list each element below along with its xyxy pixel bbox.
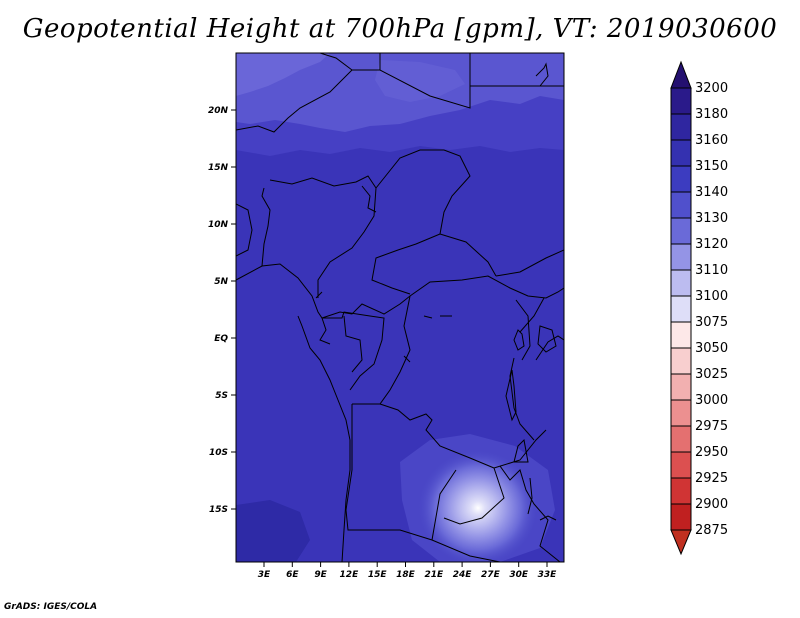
lat-label: 20N	[208, 106, 229, 116]
colorbar-label: 3075	[695, 315, 728, 330]
colorbar-segment	[670, 347, 692, 375]
colorbar-label: 3120	[695, 237, 728, 252]
lat-label: 15N	[208, 163, 229, 173]
colorbar-segment	[670, 191, 692, 219]
lon-label: 18E	[396, 570, 416, 580]
lon-label: 9E	[314, 570, 327, 580]
grads-credit: GrADS: IGES/COLA	[4, 602, 98, 612]
country-borders	[236, 53, 564, 562]
lat-label: EQ	[214, 334, 228, 344]
colorbar-segment	[670, 269, 692, 297]
colorbar-segment	[670, 425, 692, 453]
colorbar-label: 2950	[695, 445, 728, 460]
colorbar-label: 2900	[695, 497, 728, 512]
colorbar-segment	[670, 217, 692, 245]
lon-label: 30E	[509, 570, 529, 580]
lat-label: 15S	[209, 505, 228, 515]
lon-label: 15E	[368, 570, 388, 580]
lat-label: 10S	[209, 448, 228, 458]
colorbar-segment	[670, 321, 692, 349]
lon-label: 24E	[453, 570, 473, 580]
colorbar-segment	[670, 243, 692, 271]
colorbar-segment	[670, 399, 692, 427]
colorbar-segment	[670, 477, 692, 505]
colorbar-segment	[670, 113, 692, 141]
colorbar-segment	[670, 139, 692, 167]
colorbar-label: 3150	[695, 159, 728, 174]
colorbar-segment	[670, 451, 692, 479]
lon-label: 21E	[424, 570, 444, 580]
colorbar-label: 3130	[695, 211, 728, 226]
colorbar-label: 3050	[695, 341, 728, 356]
colorbar-label: 3025	[695, 367, 728, 382]
colorbar-label: 3160	[695, 133, 728, 148]
colorbar-label: 3180	[695, 107, 728, 122]
lat-label: 5S	[215, 391, 228, 401]
lon-label: 6E	[286, 570, 299, 580]
lon-label: 27E	[481, 570, 501, 580]
chart-title: Geopotential Height at 700hPa [gpm], VT:…	[22, 14, 778, 44]
colorbar-segment	[670, 373, 692, 401]
colorbar-label: 2875	[695, 523, 728, 538]
colorbar-label: 3110	[695, 263, 728, 278]
colorbar: 3200 3180 3160 3150 3140 3130 3120 3110 3100 3075…	[670, 60, 728, 556]
latitude-labels: 20N 15N 10N 5N EQ 5S 10S 15S	[208, 106, 236, 515]
colorbar-label: 3200	[695, 81, 728, 96]
map-frame	[235, 52, 565, 563]
colorbar-segment	[670, 165, 692, 193]
colorbar-label: 3140	[695, 185, 728, 200]
lat-label: 10N	[208, 220, 229, 230]
colorbar-label: 2925	[695, 471, 728, 486]
colorbar-label: 3100	[695, 289, 728, 304]
lon-label: 33E	[538, 570, 558, 580]
colorbar-label: 2975	[695, 419, 728, 434]
colorbar-bottom-arrow	[670, 529, 692, 556]
colorbar-top-arrow	[670, 60, 692, 89]
lon-label: 3E	[258, 570, 271, 580]
lat-label: 5N	[214, 277, 228, 287]
lon-label: 12E	[340, 570, 360, 580]
colorbar-segment	[670, 295, 692, 323]
longitude-labels: 3E 6E 9E 12E 15E 18E 21E 24E 27E 30E 33E	[258, 562, 557, 580]
colorbar-label: 3000	[695, 393, 728, 408]
colorbar-segment	[670, 87, 692, 115]
colorbar-segment	[670, 503, 692, 531]
map-field	[236, 53, 564, 562]
